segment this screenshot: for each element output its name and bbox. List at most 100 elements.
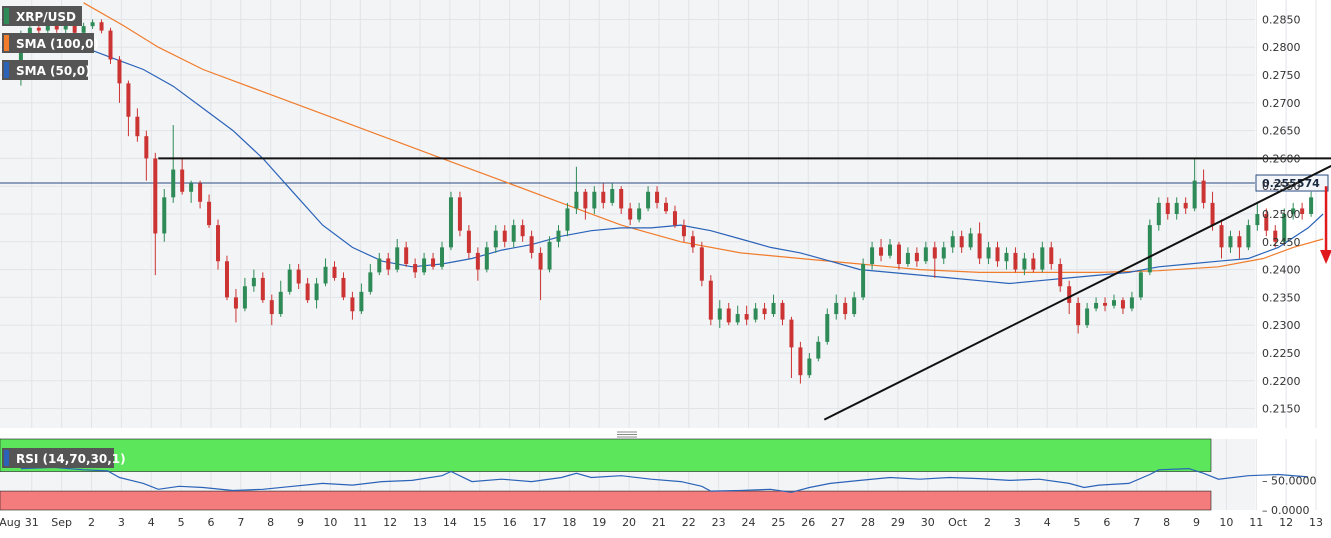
bullish-candle (834, 294, 839, 320)
bullish-candle (287, 264, 292, 295)
bearish-candle (914, 247, 919, 267)
candle-body (305, 283, 310, 301)
candle-body (404, 247, 409, 265)
candle-body (861, 264, 866, 298)
date-tick-label: 17 (532, 516, 546, 529)
legend-sma100-text: SMA (100,0) (16, 37, 99, 51)
candle-body (1219, 225, 1224, 248)
bearish-candle (144, 130, 149, 181)
bullish-candle (888, 239, 892, 259)
candle-body (852, 297, 857, 315)
bullish-candle (189, 180, 194, 203)
bullish-candle (565, 202, 570, 237)
date-tick-label: 24 (742, 516, 756, 529)
candle-body (762, 308, 767, 315)
candle-body (1246, 225, 1251, 248)
candle-body (807, 358, 812, 376)
candle-body (995, 247, 1000, 262)
bullish-candle (162, 188, 167, 242)
candle-body (422, 258, 427, 273)
candle-body (90, 22, 95, 27)
arrow-down-icon (1320, 250, 1331, 265)
bullish-candle (637, 202, 642, 223)
candle-body (1111, 300, 1116, 306)
price-tick-label: 0.2250 (1262, 347, 1301, 360)
bearish-candle (269, 294, 274, 326)
candle-body (251, 277, 256, 287)
candle-body (1147, 225, 1152, 273)
bullish-candle (511, 219, 516, 248)
candle-body (413, 264, 418, 273)
price-tick-label: 0.2650 (1262, 125, 1301, 138)
bearish-candle (332, 261, 337, 281)
bearish-candle (1165, 197, 1170, 220)
bearish-candle (959, 230, 964, 253)
candle-body (296, 269, 301, 284)
bearish-arrow (1320, 186, 1331, 265)
candle-body (1228, 236, 1233, 248)
bearish-candle (932, 241, 937, 278)
bearish-candle (699, 241, 704, 287)
current-price-badge (1255, 174, 1329, 192)
bullish-candle (735, 305, 740, 326)
bearish-candle (896, 241, 901, 270)
bearish-candle (475, 247, 480, 281)
date-tick-label: 9 (297, 516, 304, 529)
price-tick-label: 0.2200 (1262, 375, 1301, 388)
bearish-candle (126, 80, 131, 137)
bearish-candle (502, 225, 507, 248)
candle-body (664, 202, 669, 212)
date-tick-label: 10 (1219, 516, 1233, 529)
candle-body (1129, 297, 1134, 309)
candle-body (1156, 202, 1161, 226)
date-tick-label: 6 (1103, 516, 1110, 529)
bullish-candle (870, 241, 875, 270)
bearish-candle (431, 252, 436, 270)
sma50-line (83, 46, 1324, 285)
rsi-tick-label: – 0.0000 (1262, 504, 1310, 517)
pane-resize-handle-icon[interactable] (617, 431, 637, 438)
legend-rsi-text: RSI (14,70,30,1) (16, 452, 126, 466)
candle-body (1183, 202, 1188, 209)
date-tick-label: 2 (984, 516, 991, 529)
legend-symbol-text: XRP/USD (16, 10, 76, 24)
candle-body (637, 208, 642, 220)
bullish-candle (484, 241, 489, 273)
bullish-candle (1094, 297, 1099, 312)
candle-body (45, 22, 50, 31)
legend-sma100: SMA (100,0) (2, 33, 99, 53)
bearish-candle (529, 230, 534, 259)
date-tick-label: Oct (948, 516, 968, 529)
bullish-candle (368, 264, 373, 295)
bullish-candle (1291, 202, 1296, 220)
candle-body (529, 236, 534, 253)
bearish-candle (341, 272, 346, 301)
candle-body (18, 34, 23, 80)
bearish-candle (798, 341, 803, 384)
bullish-candle (905, 247, 910, 267)
candle-body (1058, 264, 1063, 287)
price-tick-label: 0.2800 (1262, 41, 1301, 54)
rsi-oversold-zone (0, 490, 1212, 511)
bearish-candle (1076, 297, 1081, 334)
candle-body (968, 233, 973, 248)
date-tick-label: Sep (51, 516, 72, 529)
candle-body (1174, 202, 1179, 214)
bullish-candle (422, 252, 427, 276)
candle-body (1192, 180, 1197, 209)
bullish-candle (852, 291, 857, 317)
bullish-candle (395, 239, 400, 273)
bearish-candle (224, 255, 229, 301)
candle-body (1067, 286, 1072, 303)
candle-body (466, 230, 471, 253)
bullish-candle (440, 241, 445, 270)
date-tick-label: 3 (118, 516, 125, 529)
candle-body (81, 26, 86, 33)
candle-body (216, 225, 221, 262)
date-tick-label: 4 (148, 516, 155, 529)
candle-body (332, 266, 337, 278)
candle-body (735, 314, 740, 323)
date-tick-label: 9 (1193, 516, 1200, 529)
bullish-candle (816, 336, 821, 362)
bullish-candle (90, 19, 95, 29)
